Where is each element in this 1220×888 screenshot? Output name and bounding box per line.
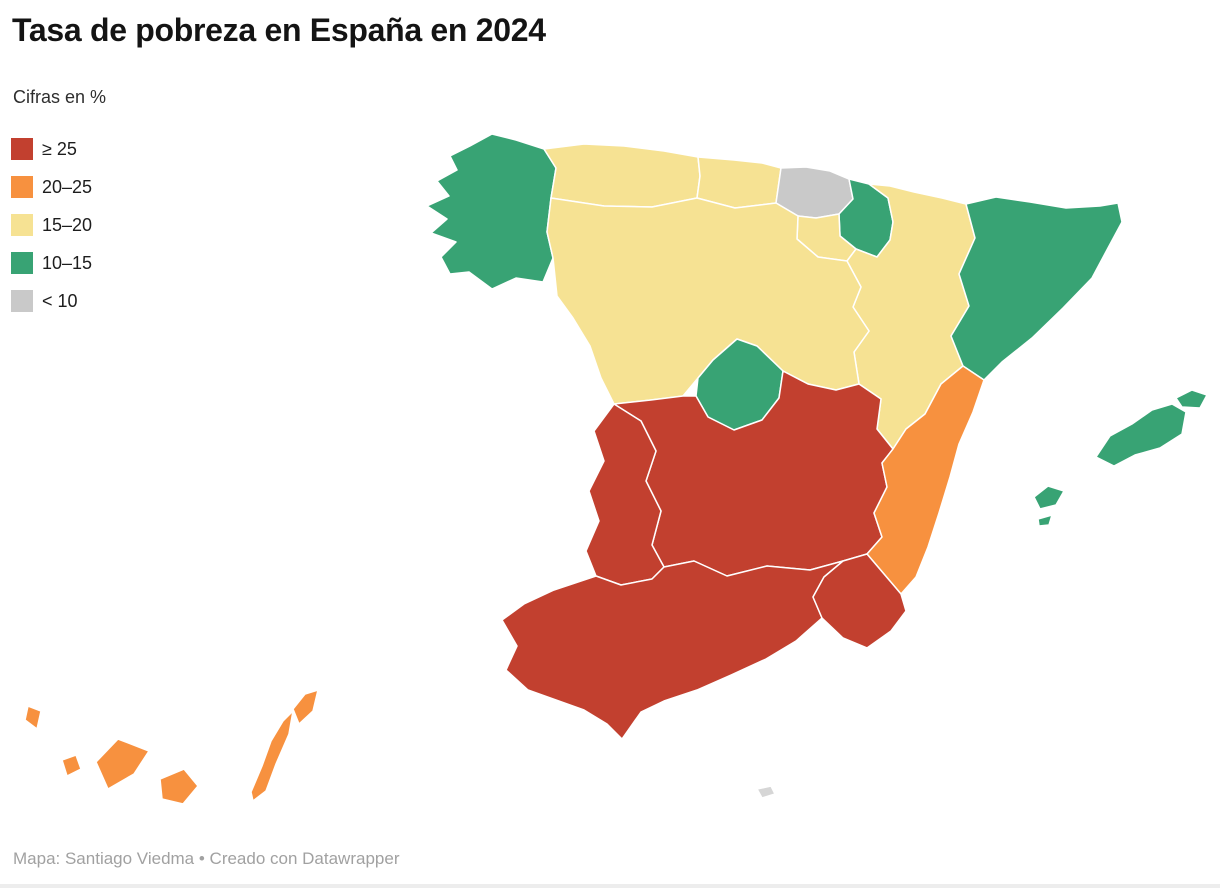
chart-title: Tasa de pobreza en España en 2024 xyxy=(12,12,546,48)
legend-item-5: < 10 xyxy=(11,290,92,312)
region-asturias[interactable] xyxy=(543,143,701,208)
legend-label: 10–15 xyxy=(42,253,93,273)
legend-swatch xyxy=(11,252,33,274)
region-murcia[interactable] xyxy=(812,553,907,649)
region-baleares[interactable] xyxy=(1095,403,1187,467)
bottom-divider xyxy=(0,884,1220,888)
region-galicia[interactable] xyxy=(426,133,557,290)
legend-swatch xyxy=(11,138,33,160)
region-canarias[interactable] xyxy=(95,738,150,790)
legend-label: < 10 xyxy=(42,291,78,311)
region-baleares[interactable] xyxy=(1175,389,1208,409)
region-canarias[interactable] xyxy=(250,710,294,802)
legend-item-1: ≥ 25 xyxy=(11,138,92,160)
legend-item-2: 20–25 xyxy=(11,176,92,198)
region-baleares[interactable] xyxy=(1037,514,1053,527)
chart-subtitle: Cifras en % xyxy=(13,87,107,107)
legend-label: ≥ 25 xyxy=(42,139,77,159)
region-andalucia[interactable] xyxy=(501,560,844,740)
legend-swatch xyxy=(11,290,33,312)
region-ceuta-melilla[interactable] xyxy=(756,785,776,799)
region-cataluna[interactable] xyxy=(950,196,1123,381)
region-canarias[interactable] xyxy=(24,705,42,730)
legend-swatch xyxy=(11,176,33,198)
legend-item-4: 10–15 xyxy=(11,252,92,274)
legend-swatch xyxy=(11,214,33,236)
legend: ≥ 25 20–25 15–20 10–15 < 10 xyxy=(11,138,92,328)
legend-label: 15–20 xyxy=(42,215,93,235)
region-canarias[interactable] xyxy=(159,768,199,805)
legend-label: 20–25 xyxy=(42,177,93,197)
region-canarias[interactable] xyxy=(292,689,319,725)
legend-item-3: 15–20 xyxy=(11,214,92,236)
attribution-footer: Mapa: Santiago Viedma • Creado con Dataw… xyxy=(13,849,400,868)
region-baleares[interactable] xyxy=(1033,485,1065,510)
region-canarias[interactable] xyxy=(61,754,82,777)
region-cantabria[interactable] xyxy=(696,156,782,209)
